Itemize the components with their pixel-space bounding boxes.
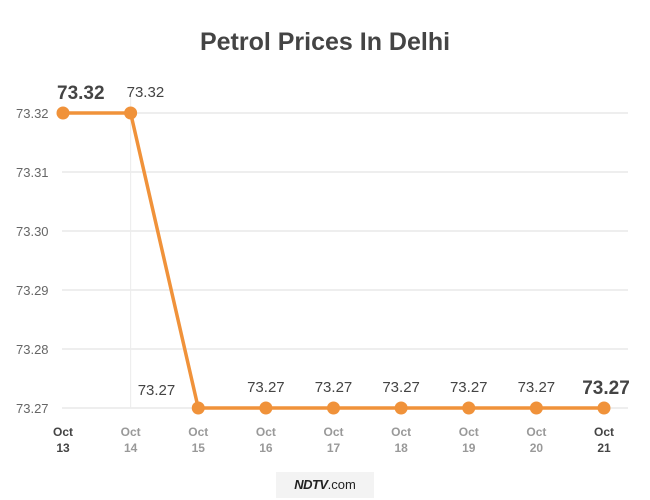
y-tick-label: 73.27 <box>16 401 49 416</box>
footer-brand: NDTV <box>294 477 328 492</box>
y-tick-label: 73.32 <box>16 106 49 121</box>
x-tick-day: 18 <box>394 441 408 455</box>
series-layer <box>56 106 611 415</box>
data-point <box>191 401 205 415</box>
x-tick-label: Oct 18 <box>391 425 411 455</box>
x-tick-day: 14 <box>124 441 138 455</box>
x-tick-day: 17 <box>327 441 341 455</box>
x-tick-day: 15 <box>192 441 206 455</box>
y-tick-label: 73.29 <box>16 283 49 298</box>
y-tick-label: 73.30 <box>16 224 49 239</box>
data-label-layer: 73.32 73.32 73.27 73.27 73.27 73.27 73.27 73.27… <box>57 83 630 399</box>
data-label: 73.27 <box>518 379 556 396</box>
x-tick-month: Oct <box>256 425 276 439</box>
data-point <box>597 401 611 415</box>
x-tick-label: Oct 15 <box>188 425 208 455</box>
data-label: 73.27 <box>450 379 488 396</box>
data-point <box>529 401 543 415</box>
x-tick-label: Oct 17 <box>323 425 343 455</box>
data-label: 73.27 <box>138 382 176 399</box>
x-tick-month: Oct <box>323 425 343 439</box>
x-tick-label: Oct 19 <box>459 425 479 455</box>
x-axis-ticks: Oct 13 Oct 14 Oct 15 Oct 16 Oct 17 Oct 18 Oct 19 Oct 20… <box>53 425 614 455</box>
x-tick-day: 20 <box>530 441 544 455</box>
x-tick-label: Oct 20 <box>526 425 546 455</box>
x-tick-label: Oct 16 <box>256 425 276 455</box>
data-label: 73.27 <box>582 378 630 399</box>
x-tick-day: 19 <box>462 441 476 455</box>
y-axis-ticks: 73.27 73.28 73.29 73.30 73.31 73.32 <box>16 106 49 416</box>
x-tick-month: Oct <box>594 425 614 439</box>
footer-logo: NDTV.com <box>276 472 374 498</box>
x-tick-month: Oct <box>53 425 73 439</box>
x-tick-month: Oct <box>526 425 546 439</box>
x-tick-month: Oct <box>121 425 141 439</box>
data-label: 73.32 <box>127 84 165 101</box>
x-tick-month: Oct <box>391 425 411 439</box>
data-label: 73.27 <box>247 379 285 396</box>
footer-suffix: .com <box>327 477 356 492</box>
x-tick-month: Oct <box>188 425 208 439</box>
x-tick-day: 21 <box>597 441 611 455</box>
y-tick-label: 73.28 <box>16 342 49 357</box>
x-tick-label: Oct 14 <box>121 425 141 455</box>
data-label: 73.27 <box>382 379 420 396</box>
data-point <box>259 401 273 415</box>
x-tick-label: Oct 21 <box>594 425 614 455</box>
data-label: 73.27 <box>315 379 353 396</box>
chart-title: Petrol Prices In Delhi <box>200 28 450 56</box>
grid-layer <box>62 95 628 409</box>
x-tick-day: 13 <box>56 441 70 455</box>
x-tick-month: Oct <box>459 425 479 439</box>
data-label: 73.32 <box>57 83 105 104</box>
y-tick-label: 73.31 <box>16 165 49 180</box>
data-point <box>394 401 408 415</box>
data-point <box>56 106 70 120</box>
series-line <box>63 111 604 410</box>
data-point <box>327 401 340 415</box>
x-tick-label: Oct 13 <box>53 425 73 455</box>
x-tick-day: 16 <box>259 441 273 455</box>
data-point <box>462 401 476 415</box>
data-point <box>124 106 138 120</box>
